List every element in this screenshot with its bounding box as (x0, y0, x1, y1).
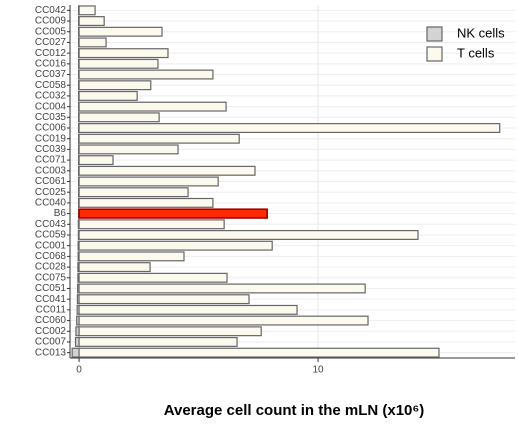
bar (79, 177, 218, 186)
y-tick-label: CC011 (36, 305, 67, 316)
bar (79, 348, 439, 357)
x-axis-title: Average cell count in the mLN (x10⁶) (164, 402, 425, 419)
bar (79, 145, 178, 154)
legend-swatch (427, 47, 442, 61)
bar (79, 209, 267, 218)
bar (79, 124, 500, 133)
bar (79, 263, 150, 272)
y-tick-label: CC068 (35, 251, 67, 262)
y-tick-label: CC059 (35, 230, 67, 241)
y-tick-label: CC005 (35, 26, 67, 37)
legend-swatch (427, 27, 442, 41)
bar (79, 81, 151, 90)
bar (79, 241, 272, 250)
bar (79, 295, 249, 304)
bar (72, 348, 79, 357)
bar (79, 166, 255, 175)
y-tick-label: CC006 (35, 123, 67, 134)
y-tick-label: CC032 (35, 91, 67, 102)
x-tick-label: 10 (313, 365, 325, 376)
bar (79, 231, 418, 240)
bar (79, 220, 224, 229)
bar (79, 156, 113, 165)
bar (79, 316, 368, 325)
bar (79, 284, 365, 293)
bar (79, 38, 106, 47)
y-tick-label: CC013 (35, 347, 67, 358)
x-tick-label: 0 (76, 365, 82, 376)
y-tick-label: CC002 (35, 326, 67, 337)
y-tick-label: CC058 (35, 80, 67, 91)
y-tick-label: CC042 (35, 5, 67, 16)
y-tick-label: CC003 (35, 165, 67, 176)
y-tick-label: CC071 (35, 155, 67, 166)
bar (79, 17, 104, 26)
bar (79, 6, 95, 15)
y-tick-label: CC043 (35, 219, 67, 230)
y-tick-label: CC035 (35, 112, 67, 123)
bar (79, 92, 137, 101)
y-tick-label: CC012 (35, 48, 67, 59)
y-tick-label: CC019 (35, 133, 67, 144)
y-tick-label: CC075 (35, 272, 67, 283)
y-tick-label: CC009 (35, 16, 67, 27)
y-tick-label: CC039 (35, 144, 67, 155)
bar (79, 134, 239, 143)
y-tick-label: CC025 (35, 187, 67, 198)
bar (79, 113, 159, 122)
y-tick-label: CC027 (35, 37, 67, 48)
y-tick-label: CC040 (35, 198, 67, 209)
y-tick-label: CC041 (35, 294, 67, 305)
y-tick-label: CC028 (35, 262, 67, 273)
bar (79, 49, 168, 58)
y-tick-label: B6 (54, 208, 67, 219)
y-tick-label: CC051 (35, 283, 67, 294)
y-tick-label: CC037 (35, 69, 67, 80)
y-tick-label: CC001 (35, 240, 67, 251)
bar (79, 102, 226, 111)
y-tick-label: CC004 (35, 101, 67, 112)
y-tick-label: CC016 (35, 58, 67, 69)
bar (79, 338, 237, 347)
bar (79, 59, 158, 68)
legend-label: T cells (457, 45, 495, 60)
y-tick-label: CC060 (35, 315, 67, 326)
bar (79, 27, 162, 36)
bar (79, 252, 184, 261)
y-tick-label: CC061 (35, 176, 67, 187)
legend-label: NK cells (457, 25, 505, 40)
bar (79, 305, 297, 314)
bar (79, 199, 213, 208)
bar (79, 273, 227, 282)
y-tick-label: CC007 (35, 337, 67, 348)
bar (79, 327, 261, 336)
bar (79, 70, 213, 79)
bar (79, 188, 188, 197)
